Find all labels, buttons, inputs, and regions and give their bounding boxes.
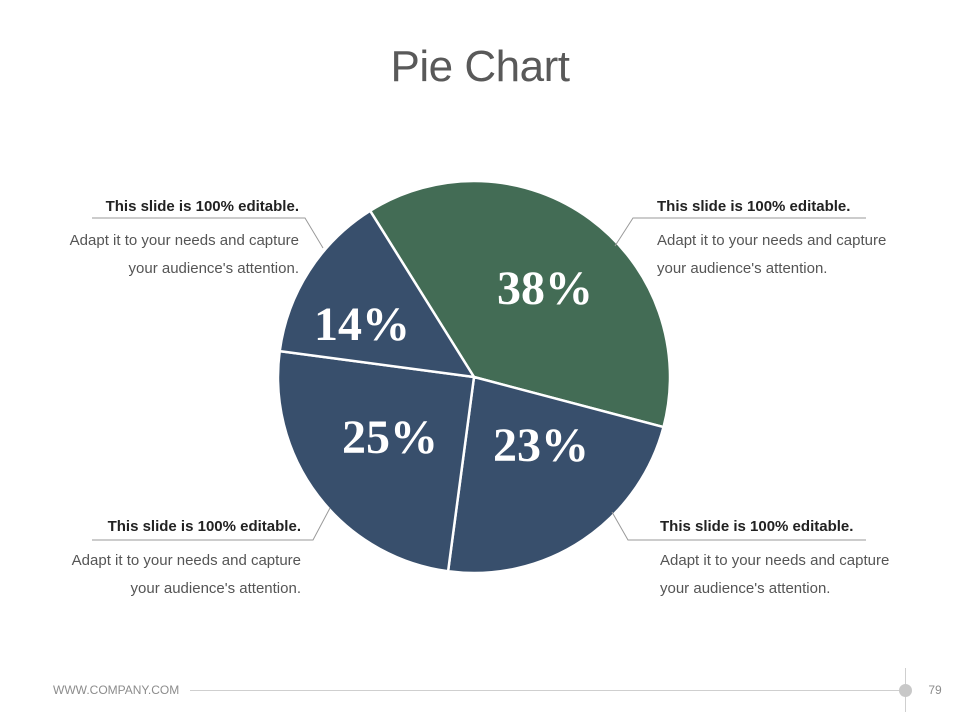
slide-title: Pie Chart [390, 42, 570, 91]
slice-labels: 38% 23% 25% 14% [314, 262, 593, 472]
leader-line-top-right [614, 217, 866, 247]
footer-url: WWW.COMPANY.COM [53, 683, 180, 697]
pie-slices [276, 179, 672, 575]
leader-lines [92, 217, 866, 541]
callout-body: Adapt it to your needs and capture your … [657, 232, 887, 277]
callout-top-left: This slide is 100% editable. Adapt it to… [9, 198, 299, 283]
slice-label-23: 23% [493, 419, 589, 472]
callout-heading: This slide is 100% editable. [657, 198, 851, 215]
slice-label-25: 25% [342, 411, 438, 464]
slice-label-38: 38% [497, 262, 593, 315]
leader-line-top-left [92, 217, 324, 249]
callout-heading: This slide is 100% editable. [660, 518, 854, 535]
pie-slice-25 [276, 349, 476, 573]
callout-body: Adapt it to your needs and capture your … [71, 552, 301, 597]
callout-bottom-right: This slide is 100% editable. Adapt it to… [660, 518, 950, 603]
callout-heading: This slide is 100% editable. [105, 198, 299, 215]
footer-divider [190, 690, 906, 691]
callout-bottom-left: This slide is 100% editable. Adapt it to… [11, 518, 301, 603]
pie-slice-14 [278, 209, 476, 379]
callout-body: Adapt it to your needs and capture your … [69, 232, 299, 277]
leader-line-bottom-left [92, 507, 331, 541]
callout-body: Adapt it to your needs and capture your … [660, 552, 890, 597]
pie-slice-23 [446, 375, 665, 575]
callout-top-right: This slide is 100% editable. Adapt it to… [657, 198, 947, 283]
slice-label-14: 14% [314, 298, 410, 351]
footer-marker-dot [899, 684, 912, 697]
callout-heading: This slide is 100% editable. [107, 518, 301, 535]
page-number: 79 [928, 683, 942, 697]
pie-slice-38 [368, 179, 672, 429]
leader-line-bottom-right [611, 511, 866, 541]
